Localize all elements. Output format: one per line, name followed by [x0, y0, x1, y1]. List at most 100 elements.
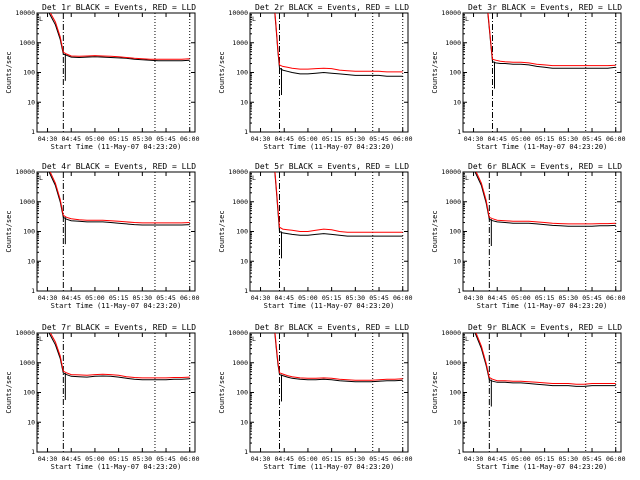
y-tick-label: 1000 [232, 359, 248, 367]
x-tick-label: 05:00 [511, 455, 531, 463]
x-tick-label: 06:00 [393, 294, 413, 302]
x-tick-label: 05:30 [346, 455, 366, 463]
plot-frame [36, 332, 196, 453]
y-axis-label: Counts/sec [5, 371, 13, 413]
chart-title: Det 9r BLACK = Events, RED = LLD [468, 323, 622, 332]
chart-panel-5: Det 5r BLACK = Events, RED = LLD L 1 10 100 1… [218, 162, 413, 310]
x-tick-label: 04:30 [251, 294, 271, 302]
x-tick-label: 06:00 [606, 135, 626, 143]
plot-frame [462, 332, 622, 453]
chart-title: Det 4r BLACK = Events, RED = LLD [42, 162, 196, 171]
x-tick-label: 04:45 [61, 455, 81, 463]
x-tick-label: 05:00 [85, 294, 105, 302]
x-tick-label: 04:45 [274, 455, 294, 463]
y-tick-label: 100 [236, 69, 248, 77]
chart-panel-1: Det 1r BLACK = Events, RED = LLD L 1 10 100 1… [5, 3, 200, 151]
x-tick-label: 05:15 [535, 135, 555, 143]
x-tick-label: 06:00 [606, 455, 626, 463]
x-tick-label: 06:00 [393, 455, 413, 463]
x-axis-label: Start Time (11-May-07 04:23:20) [477, 302, 608, 310]
x-tick-label: 05:45 [582, 294, 602, 302]
x-axis-label: Start Time (11-May-07 04:23:20) [264, 302, 395, 310]
x-tick-label: 05:45 [369, 135, 389, 143]
y-tick-label: 10000 [228, 9, 248, 17]
x-tick-label: 05:30 [133, 294, 153, 302]
y-tick-label: 1000 [232, 198, 248, 206]
plot-frame [249, 171, 409, 292]
chart-title: Det 6r BLACK = Events, RED = LLD [468, 162, 622, 171]
x-tick-label: 05:15 [322, 294, 342, 302]
x-tick-label: 04:45 [61, 135, 81, 143]
x-tick-label: 05:00 [511, 294, 531, 302]
y-axis-label: Counts/sec [431, 210, 439, 252]
x-tick-label: 05:00 [298, 135, 318, 143]
y-tick-label: 1 [31, 128, 35, 136]
x-tick-label: 05:45 [156, 294, 176, 302]
series-line-lld [475, 333, 616, 385]
y-tick-label: 1000 [445, 359, 461, 367]
chart-title: Det 5r BLACK = Events, RED = LLD [255, 162, 409, 171]
series-line-lld [274, 333, 403, 381]
x-axis-label: Start Time (11-May-07 04:23:20) [264, 463, 395, 471]
x-axis-label: Start Time (11-May-07 04:23:20) [51, 302, 182, 310]
chart-panel-8: Det 8r BLACK = Events, RED = LLD L 1 10 100 1… [218, 323, 413, 471]
x-tick-label: 04:30 [251, 455, 271, 463]
x-tick-label: 05:15 [109, 135, 129, 143]
y-tick-label: 1 [244, 448, 248, 456]
y-tick-label: 100 [236, 389, 248, 397]
x-tick-label: 05:30 [559, 294, 579, 302]
x-tick-label: 05:15 [109, 455, 129, 463]
y-axis-label: Counts/sec [218, 210, 226, 252]
y-tick-label: 10 [27, 98, 35, 106]
y-tick-label: 10000 [15, 9, 35, 17]
x-tick-label: 05:15 [535, 294, 555, 302]
series-line-events [48, 333, 190, 381]
x-tick-label: 05:30 [346, 135, 366, 143]
corner-marker-left: L [39, 174, 43, 182]
x-tick-label: 04:30 [38, 294, 58, 302]
y-tick-label: 1 [244, 128, 248, 136]
x-axis-label: Start Time (11-May-07 04:23:20) [51, 143, 182, 151]
series-line-lld [274, 172, 403, 233]
y-tick-label: 1 [31, 448, 35, 456]
series-line-events [48, 13, 190, 62]
x-tick-label: 04:45 [61, 294, 81, 302]
x-tick-label: 06:00 [606, 294, 626, 302]
y-axis-label: Counts/sec [5, 210, 13, 252]
x-tick-label: 06:00 [180, 135, 200, 143]
y-tick-label: 100 [449, 228, 461, 236]
x-tick-label: 06:00 [180, 294, 200, 302]
y-tick-label: 1 [31, 287, 35, 295]
x-tick-label: 04:30 [38, 135, 58, 143]
x-tick-label: 05:00 [85, 455, 105, 463]
series-line-lld [475, 172, 616, 225]
y-tick-label: 1 [244, 287, 248, 295]
y-tick-label: 100 [236, 228, 248, 236]
y-tick-label: 10000 [228, 168, 248, 176]
y-tick-label: 1000 [19, 39, 35, 47]
x-tick-label: 05:45 [156, 455, 176, 463]
y-tick-label: 10000 [228, 329, 248, 337]
chart-panel-7: Det 7r BLACK = Events, RED = LLD L 1 10 100 1… [5, 323, 200, 471]
x-tick-label: 05:45 [582, 455, 602, 463]
plot-frame [36, 12, 196, 133]
series-line-events [474, 172, 616, 227]
series-line-lld [49, 13, 190, 60]
series-line-events [48, 172, 190, 226]
chart-title: Det 3r BLACK = Events, RED = LLD [468, 3, 622, 12]
x-tick-label: 05:00 [85, 135, 105, 143]
y-axis-label: Counts/sec [218, 371, 226, 413]
x-axis-label: Start Time (11-May-07 04:23:20) [264, 143, 395, 151]
y-tick-label: 10000 [15, 329, 35, 337]
corner-marker-left: L [465, 15, 469, 23]
corner-marker-left: L [39, 335, 43, 343]
y-tick-label: 10000 [441, 329, 461, 337]
chart-panel-9: Det 9r BLACK = Events, RED = LLD L 1 10 100 1… [431, 323, 626, 471]
y-tick-label: 1000 [232, 39, 248, 47]
x-tick-label: 05:45 [582, 135, 602, 143]
x-tick-label: 06:00 [180, 455, 200, 463]
x-tick-label: 04:45 [274, 294, 294, 302]
x-tick-label: 05:45 [369, 294, 389, 302]
series-line-events [274, 172, 403, 237]
